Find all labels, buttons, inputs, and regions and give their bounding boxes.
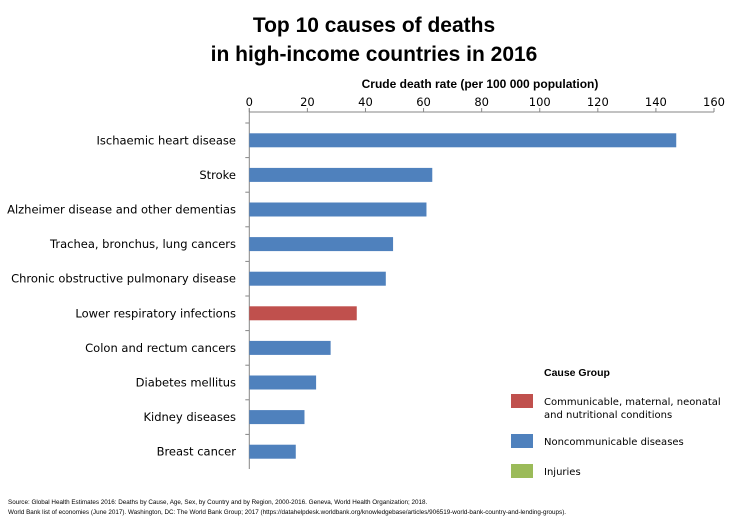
legend-swatch [511, 434, 533, 448]
bar [249, 444, 296, 459]
x-tick-label: 60 [416, 95, 431, 109]
bar [249, 340, 331, 355]
category-label: Kidney diseases [143, 410, 236, 424]
x-tick-label: 40 [358, 95, 373, 109]
legend-label: and nutritional conditions [544, 410, 672, 421]
bar [249, 133, 677, 148]
category-label: Diabetes mellitus [136, 376, 236, 390]
source-line-1: Source: Global Health Estimates 2016: De… [8, 499, 428, 506]
category-label: Alzheimer disease and other dementias [7, 203, 236, 217]
bar [249, 306, 357, 321]
legend-title: Cause Group [544, 367, 610, 379]
legend-swatch [511, 394, 533, 408]
x-tick-label: 140 [645, 95, 667, 109]
category-label: Chronic obstructive pulmonary disease [11, 272, 236, 286]
chart-title: Top 10 causes of deaths [253, 14, 495, 37]
category-label: Stroke [199, 168, 236, 182]
legend-label: Injuries [544, 467, 581, 478]
category-label: Lower respiratory infections [75, 306, 236, 320]
source-line-2: World Bank list of economies (June 2017)… [8, 509, 567, 516]
legend-label: Communicable, maternal, neonatal [544, 397, 721, 408]
category-label: Trachea, bronchus, lung cancers [49, 237, 236, 251]
x-tick-label: 80 [474, 95, 489, 109]
category-label: Colon and rectum cancers [85, 341, 236, 355]
bar [249, 202, 427, 217]
bar [249, 410, 305, 425]
bar [249, 271, 386, 286]
x-tick-label: 0 [246, 95, 253, 109]
x-tick-label: 160 [703, 95, 725, 109]
category-label: Breast cancer [157, 445, 237, 459]
category-label: Ischaemic heart disease [97, 133, 236, 147]
chart-title: in high-income countries in 2016 [211, 43, 538, 66]
bar [249, 375, 317, 390]
x-axis-label: Crude death rate (per 100 000 population… [362, 77, 599, 91]
bar [249, 167, 433, 182]
bar [249, 237, 394, 252]
legend-label: Noncommunicable diseases [544, 437, 684, 448]
x-tick-label: 20 [300, 95, 315, 109]
legend-swatch [511, 464, 533, 478]
x-tick-label: 100 [529, 95, 551, 109]
x-tick-label: 120 [587, 95, 609, 109]
